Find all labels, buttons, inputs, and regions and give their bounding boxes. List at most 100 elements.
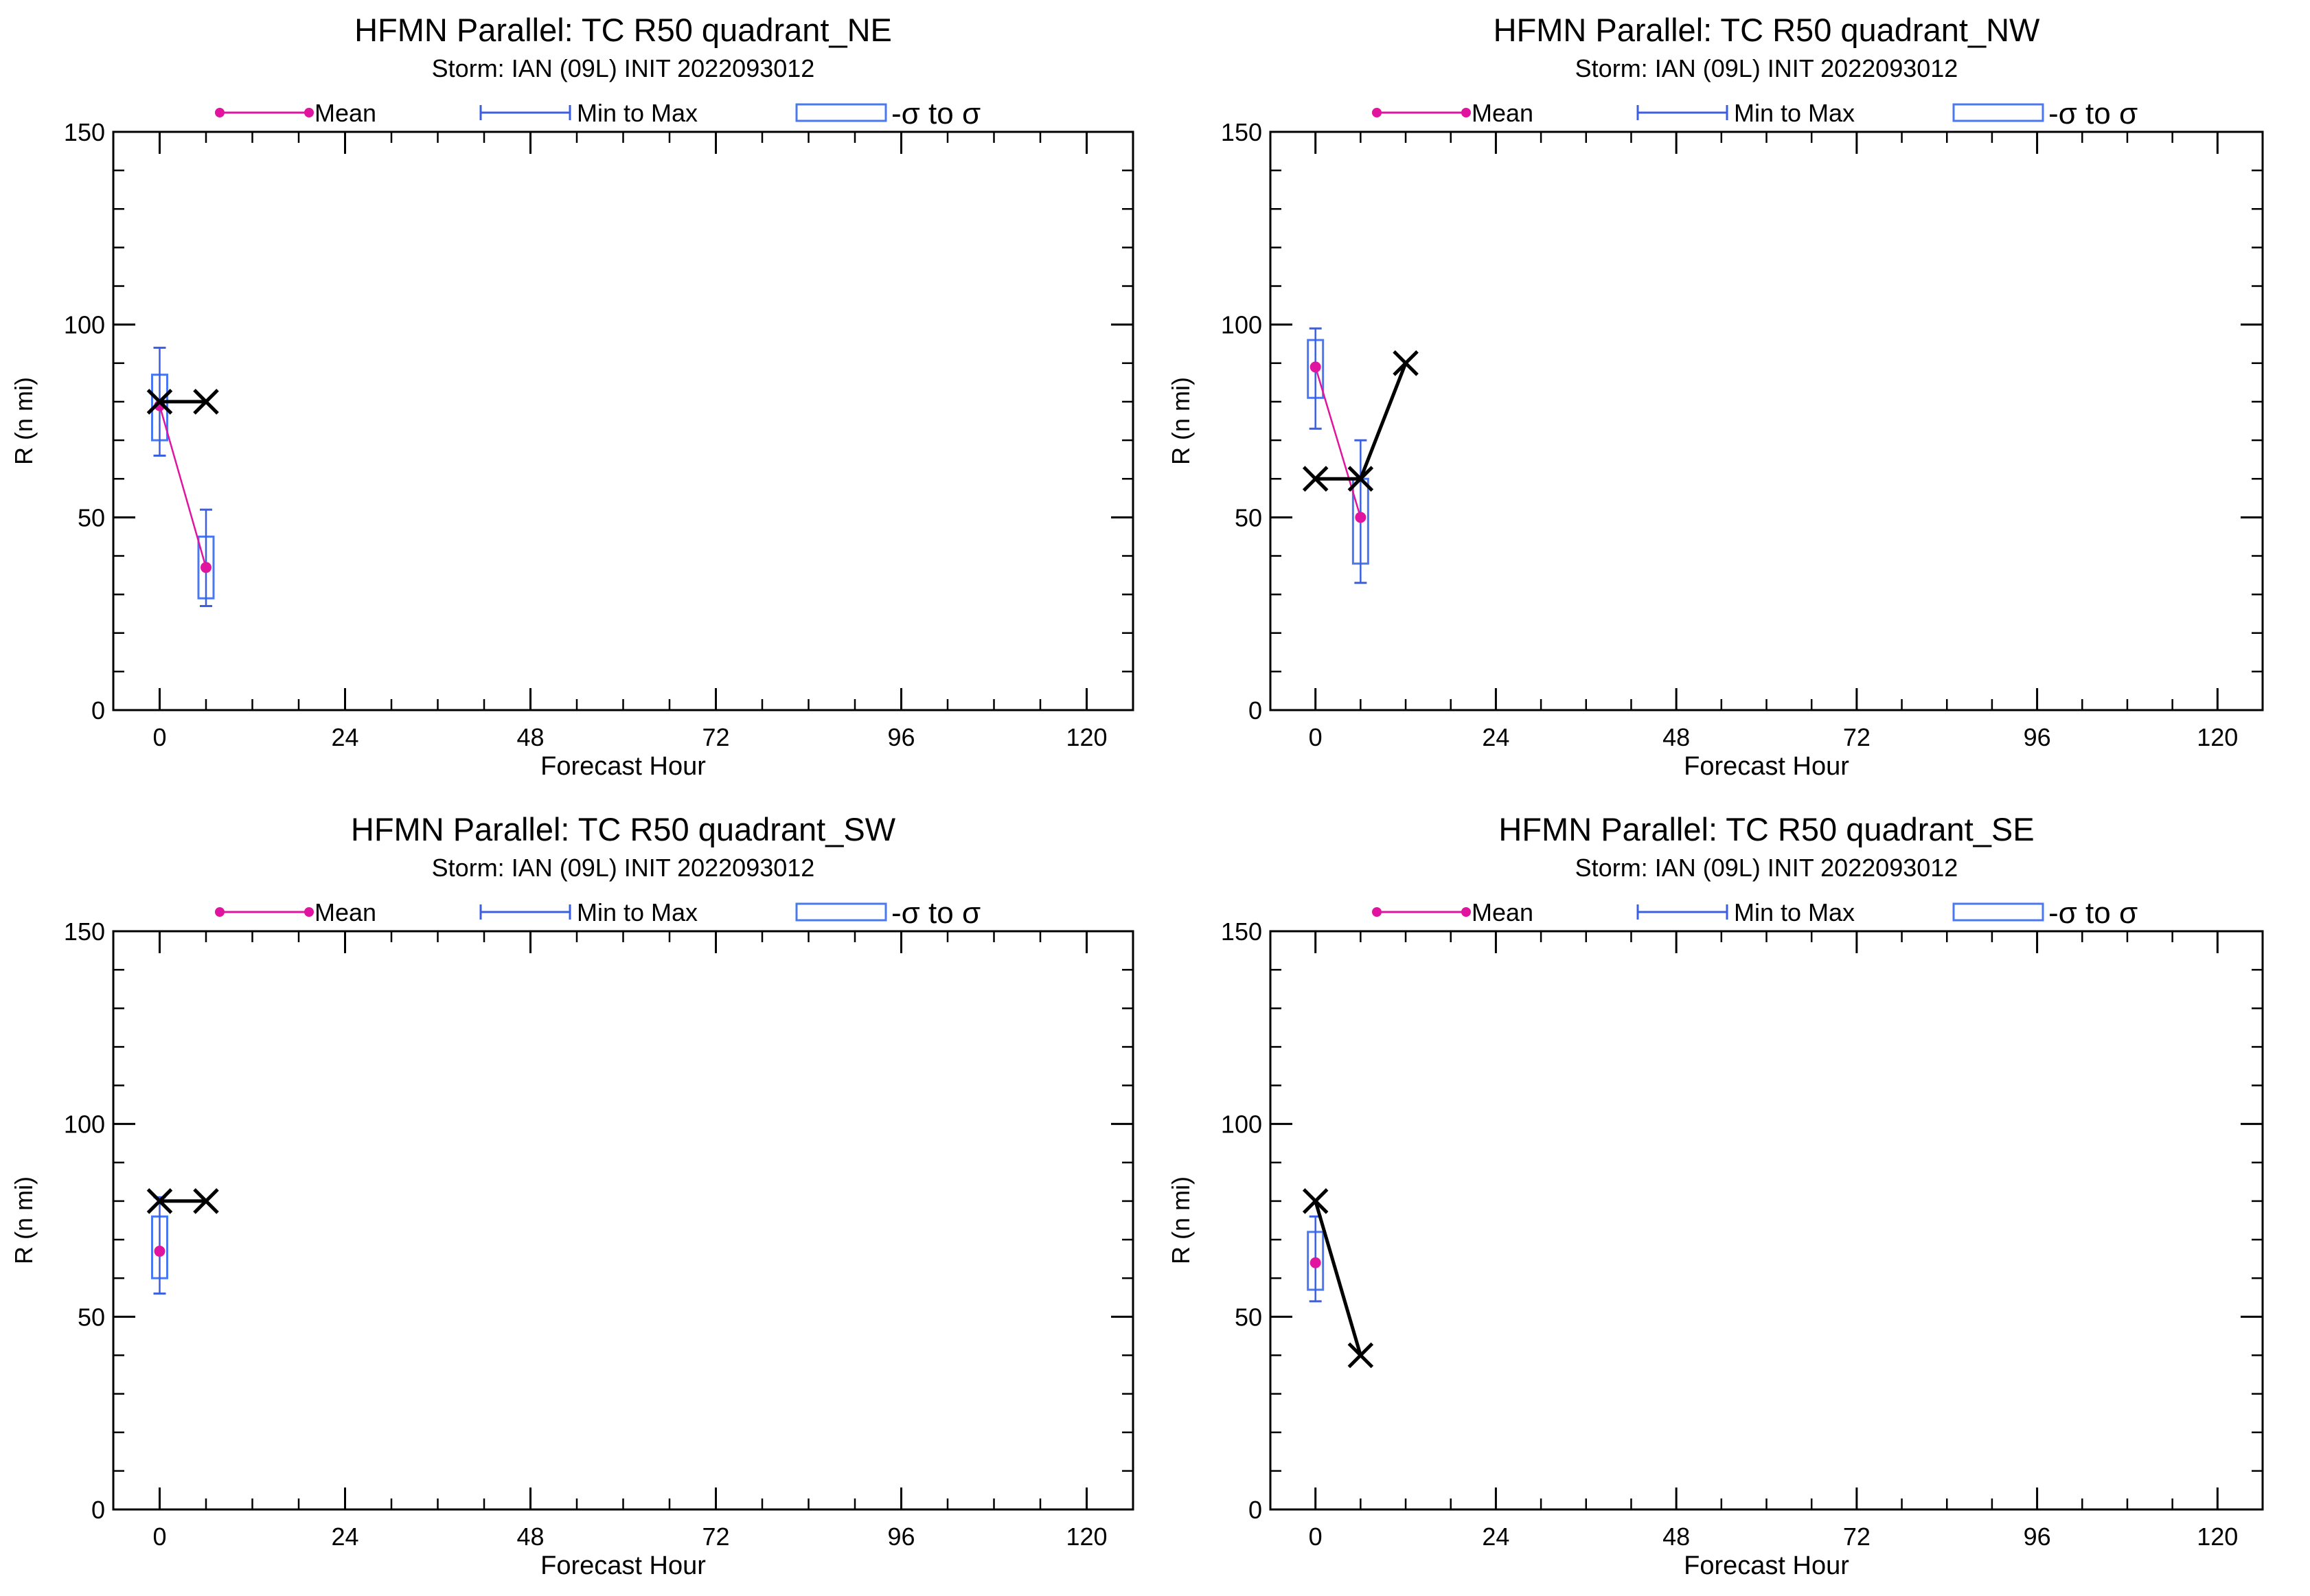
x-tick-label: 96 bbox=[2024, 723, 2051, 751]
observed-point bbox=[1302, 466, 1329, 492]
chart-panel-3: HFMN Parallel: TC R50 quadrant_SW Storm: … bbox=[10, 811, 1134, 1580]
plot-frame bbox=[1269, 130, 2264, 711]
legend-mean-marker bbox=[215, 108, 225, 117]
x-tick-label: 24 bbox=[1482, 1523, 1509, 1551]
x-axis-label: Forecast Hour bbox=[540, 752, 706, 781]
y-tick-label: 150 bbox=[64, 917, 105, 946]
x-tick-label: 120 bbox=[1066, 1523, 1107, 1551]
legend-mean-marker bbox=[1372, 907, 1382, 917]
y-tick-label: 100 bbox=[1221, 1110, 1262, 1139]
chart-panel-1: HFMN Parallel: TC R50 quadrant_NE Storm: … bbox=[10, 12, 1134, 781]
mean-line bbox=[159, 405, 207, 568]
x-tick-label: 120 bbox=[1066, 723, 1107, 751]
legend-mean-label: Mean bbox=[315, 99, 376, 127]
y-tick-label: 50 bbox=[1235, 503, 1262, 532]
legend-sigma-box bbox=[795, 103, 887, 122]
observed-point bbox=[1302, 1188, 1329, 1214]
x-tick-label: 48 bbox=[1662, 723, 1690, 751]
legend-sigma-label: -σ to σ bbox=[2048, 97, 2138, 130]
chart-subtitle: Storm: IAN (09L) INIT 2022093012 bbox=[432, 854, 815, 882]
legend-sigma-box bbox=[1952, 103, 2044, 122]
observed-line bbox=[1314, 1200, 1362, 1356]
legend-range-label: Min to Max bbox=[1734, 898, 1855, 926]
legend-mean-label: Mean bbox=[315, 898, 376, 926]
chart-legend: Mean Min to Max -σ to σ bbox=[1372, 97, 2138, 130]
mean-line bbox=[1314, 367, 1362, 518]
x-axis-label: Forecast Hour bbox=[540, 1551, 706, 1580]
y-tick-label: 50 bbox=[1235, 1303, 1262, 1331]
x-tick-label: 0 bbox=[1309, 1523, 1323, 1551]
x-tick-label: 48 bbox=[516, 1523, 544, 1551]
mean-point bbox=[1310, 1257, 1321, 1268]
chart-panel-2: HFMN Parallel: TC R50 quadrant_NW Storm: … bbox=[1167, 12, 2264, 781]
observed-point bbox=[193, 389, 219, 415]
x-tick-label: 72 bbox=[702, 1523, 729, 1551]
observed-x-stroke bbox=[1302, 466, 1329, 492]
observed-x-stroke bbox=[1393, 350, 1419, 376]
x-tick-label: 72 bbox=[1843, 1523, 1871, 1551]
plot-frame bbox=[112, 930, 1134, 1511]
y-tick-label: 150 bbox=[64, 118, 105, 146]
observed-x-stroke bbox=[146, 389, 173, 415]
y-tick-label: 100 bbox=[64, 311, 105, 339]
chart-title: HFMN Parallel: TC R50 quadrant_NW bbox=[1494, 12, 2040, 48]
x-tick-label: 120 bbox=[2197, 723, 2238, 751]
y-tick-label: 0 bbox=[1248, 1496, 1262, 1524]
x-tick-label: 48 bbox=[516, 723, 544, 751]
legend-sigma-label: -σ to σ bbox=[2048, 896, 2138, 930]
observed-point bbox=[146, 389, 173, 415]
x-tick-label: 48 bbox=[1662, 1523, 1690, 1551]
legend-mean-label: Mean bbox=[1472, 898, 1533, 926]
legend-mean-label: Mean bbox=[1472, 99, 1533, 127]
observed-x-stroke bbox=[1347, 466, 1374, 492]
y-tick-label: 0 bbox=[91, 1496, 105, 1524]
chart-title: HFMN Parallel: TC R50 quadrant_NE bbox=[354, 12, 892, 48]
x-tick-label: 72 bbox=[702, 723, 729, 751]
mean-point bbox=[154, 1245, 165, 1257]
y-axis-label: R (n mi) bbox=[10, 377, 38, 465]
y-tick-label: 50 bbox=[78, 503, 105, 532]
chart-subtitle: Storm: IAN (09L) INIT 2022093012 bbox=[432, 54, 815, 82]
observed-x-stroke bbox=[146, 1188, 173, 1214]
x-tick-label: 96 bbox=[2024, 1523, 2051, 1551]
observed-point bbox=[1347, 466, 1374, 492]
y-tick-label: 150 bbox=[1221, 118, 1262, 146]
legend-mean-marker bbox=[1372, 108, 1382, 117]
x-tick-label: 0 bbox=[152, 1523, 166, 1551]
y-axis-label: R (n mi) bbox=[10, 1176, 38, 1264]
legend-mean-marker bbox=[1461, 108, 1471, 117]
x-tick-label: 96 bbox=[887, 1523, 915, 1551]
chart-title: HFMN Parallel: TC R50 quadrant_SW bbox=[351, 811, 896, 847]
mean-point bbox=[1310, 361, 1321, 373]
legend-range-label: Min to Max bbox=[577, 898, 698, 926]
x-axis-label: Forecast Hour bbox=[1684, 752, 1849, 781]
legend-mean-marker bbox=[304, 108, 314, 117]
y-tick-label: 100 bbox=[1221, 311, 1262, 339]
x-tick-label: 0 bbox=[1309, 723, 1323, 751]
x-tick-label: 0 bbox=[152, 723, 166, 751]
x-tick-label: 24 bbox=[1482, 723, 1509, 751]
plot-frame bbox=[1269, 930, 2264, 1511]
chart-subtitle: Storm: IAN (09L) INIT 2022093012 bbox=[1575, 854, 1958, 882]
chart-legend: Mean Min to Max -σ to σ bbox=[215, 896, 981, 930]
chart-subtitle: Storm: IAN (09L) INIT 2022093012 bbox=[1575, 54, 1958, 82]
y-tick-label: 0 bbox=[1248, 696, 1262, 725]
legend-sigma-box bbox=[1952, 902, 2044, 922]
plot-frame bbox=[112, 130, 1134, 711]
y-tick-label: 0 bbox=[91, 696, 105, 725]
y-tick-label: 50 bbox=[78, 1303, 105, 1331]
chart-legend: Mean Min to Max -σ to σ bbox=[215, 97, 981, 130]
chart-title: HFMN Parallel: TC R50 quadrant_SE bbox=[1498, 811, 2034, 847]
observed-x-stroke bbox=[193, 1188, 219, 1214]
observed-point bbox=[193, 1188, 219, 1214]
x-tick-label: 24 bbox=[331, 1523, 358, 1551]
legend-mean-marker bbox=[215, 907, 225, 917]
y-axis-label: R (n mi) bbox=[1167, 1176, 1195, 1264]
legend-mean-marker bbox=[1461, 907, 1471, 917]
chart-legend: Mean Min to Max -σ to σ bbox=[1372, 896, 2138, 930]
y-tick-label: 100 bbox=[64, 1110, 105, 1139]
x-axis-label: Forecast Hour bbox=[1684, 1551, 1849, 1580]
mean-point bbox=[201, 562, 211, 573]
legend-range-label: Min to Max bbox=[577, 99, 698, 127]
legend-range-label: Min to Max bbox=[1734, 99, 1855, 127]
